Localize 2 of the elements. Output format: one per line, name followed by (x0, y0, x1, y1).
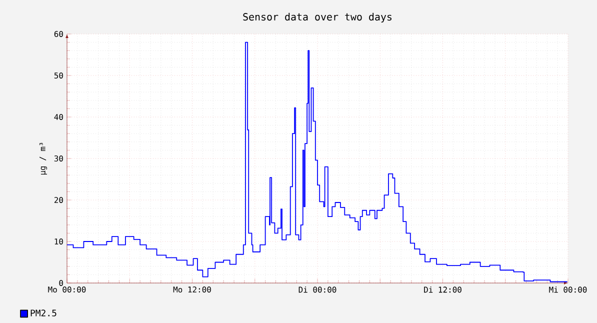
legend-label: PM2.5 (30, 310, 56, 316)
chart-title: Sensor data over two days (243, 12, 392, 23)
